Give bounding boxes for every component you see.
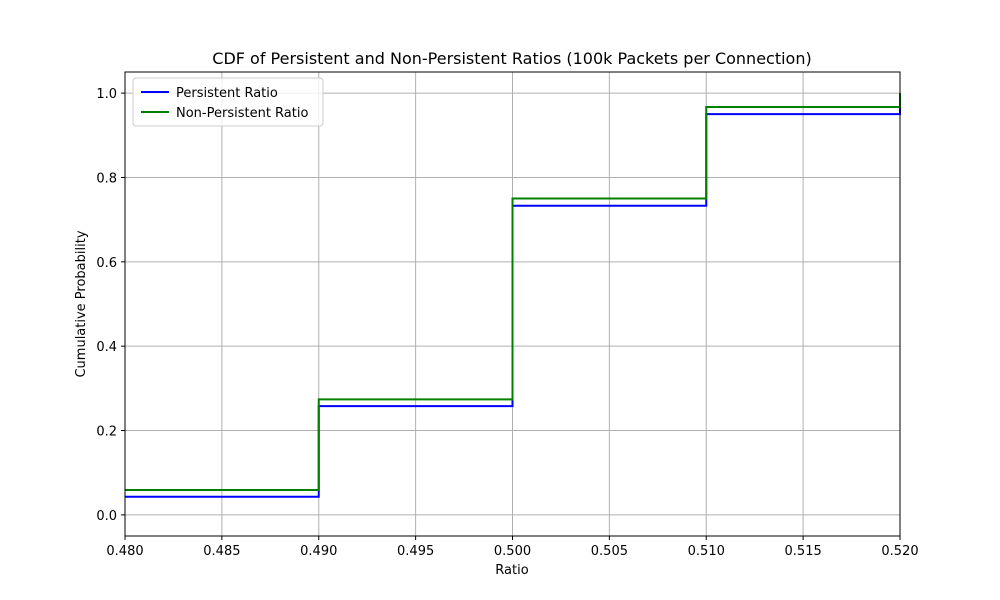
x-tick-label: 0.510 — [688, 544, 725, 559]
y-tick-label: 0.4 — [96, 340, 117, 355]
y-tick-label: 0.2 — [96, 425, 117, 440]
legend: Persistent Ratio Non-Persistent Ratio — [132, 77, 324, 127]
x-tick-label: 0.480 — [106, 544, 143, 559]
y-axis-label: Cumulative Probability — [74, 230, 89, 377]
series-lines — [125, 93, 901, 498]
x-tick-label: 0.485 — [203, 544, 240, 559]
legend-box — [132, 77, 324, 127]
x-tick-label: 0.505 — [591, 544, 628, 559]
y-tick-label: 1.0 — [96, 87, 117, 102]
y-tick-label: 0.8 — [96, 171, 117, 186]
x-tick-label: 0.490 — [300, 544, 337, 559]
x-axis-label: Ratio — [495, 563, 528, 578]
legend-label: Persistent Ratio — [176, 86, 278, 101]
x-tick-label: 0.495 — [397, 544, 434, 559]
legend-label: Non-Persistent Ratio — [176, 106, 308, 121]
chart-title: CDF of Persistent and Non-Persistent Rat… — [212, 49, 811, 68]
x-axis-ticks: 0.480 0.485 0.490 0.495 0.500 0.505 0.510 0.515… — [106, 536, 919, 559]
y-tick-label: 0.6 — [96, 256, 117, 271]
x-tick-label: 0.520 — [881, 544, 918, 559]
series-line-non-persistent — [125, 93, 901, 492]
x-tick-label: 0.500 — [494, 544, 531, 559]
x-tick-label: 0.515 — [785, 544, 822, 559]
y-tick-label: 0.0 — [96, 509, 117, 524]
y-axis-ticks: 0.0 0.2 0.4 0.6 0.8 1.0 — [96, 87, 125, 524]
